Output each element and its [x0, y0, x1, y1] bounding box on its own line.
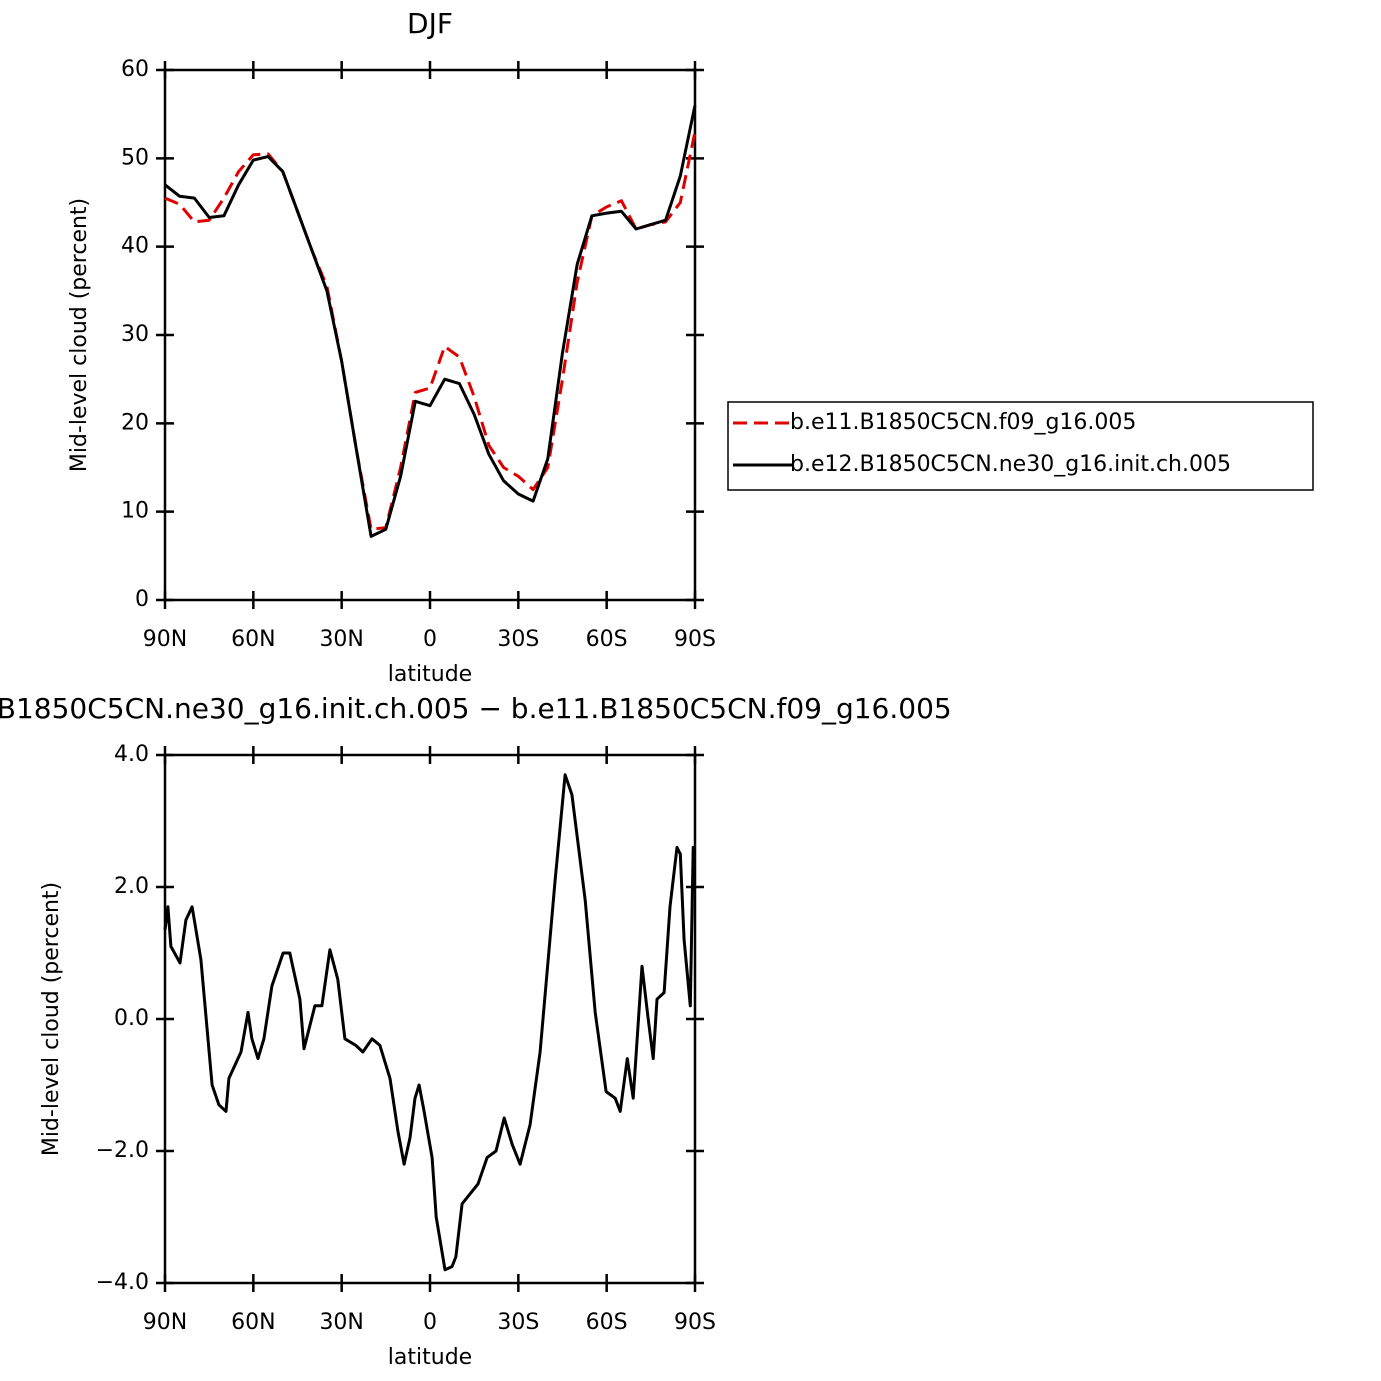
data-line — [164, 131, 697, 531]
chart-title: b.e12.B1850C5CN.ne30_g16.init.ch.005 − b… — [0, 692, 952, 725]
x-tick-label: 30S — [497, 627, 539, 652]
x-tick-label: 0 — [423, 1310, 437, 1335]
y-tick-label: 50 — [121, 145, 149, 170]
x-tick-label: 30S — [497, 1310, 539, 1335]
legend-label: b.e12.B1850C5CN.ne30_g16.init.ch.005 — [790, 452, 1231, 477]
x-tick-label: 90S — [674, 1310, 716, 1335]
data-line — [163, 773, 695, 1272]
y-tick-label: 30 — [121, 322, 149, 347]
y-tick-label: 20 — [121, 410, 149, 435]
x-tick-label: 60N — [231, 1310, 275, 1335]
x-tick-label: 90N — [143, 627, 187, 652]
chart-title: DJF — [407, 7, 453, 40]
x-tick-label: 90S — [674, 627, 716, 652]
legend-label: b.e11.B1850C5CN.f09_g16.005 — [790, 410, 1136, 435]
y-axis-label: Mid-level cloud (percent) — [39, 882, 64, 1156]
y-tick-label: 10 — [121, 499, 149, 524]
x-axis-label: latitude — [388, 1345, 472, 1370]
legend-box — [727, 401, 1314, 491]
y-tick-label: 0 — [135, 587, 149, 612]
x-tick-label: 30N — [319, 627, 363, 652]
y-tick-label: 0.0 — [114, 1006, 149, 1031]
x-axis-label: latitude — [388, 662, 472, 687]
y-tick-label: 60 — [121, 57, 149, 82]
y-tick-label: 4.0 — [114, 742, 149, 767]
y-axis-label: Mid-level cloud (percent) — [67, 198, 92, 472]
x-tick-label: 0 — [423, 627, 437, 652]
x-tick-label: 30N — [319, 1310, 363, 1335]
plot-frame — [163, 753, 697, 1285]
x-tick-label: 60S — [586, 627, 628, 652]
y-tick-label: 40 — [121, 234, 149, 259]
x-tick-label: 60N — [231, 627, 275, 652]
x-tick-label: 60S — [586, 1310, 628, 1335]
x-tick-label: 90N — [143, 1310, 187, 1335]
plot-frame — [163, 68, 697, 602]
y-tick-label: −4.0 — [96, 1270, 149, 1295]
data-line — [164, 104, 697, 538]
y-tick-label: −2.0 — [96, 1138, 149, 1163]
y-tick-label: 2.0 — [114, 874, 149, 899]
